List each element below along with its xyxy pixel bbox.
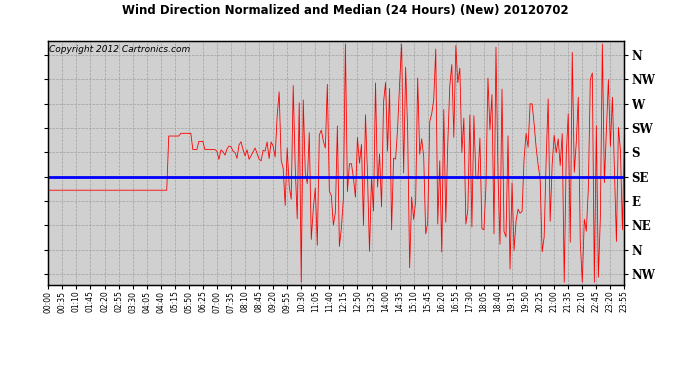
Text: Copyright 2012 Cartronics.com: Copyright 2012 Cartronics.com — [50, 45, 190, 54]
Text: Wind Direction Normalized and Median (24 Hours) (New) 20120702: Wind Direction Normalized and Median (24… — [121, 4, 569, 17]
